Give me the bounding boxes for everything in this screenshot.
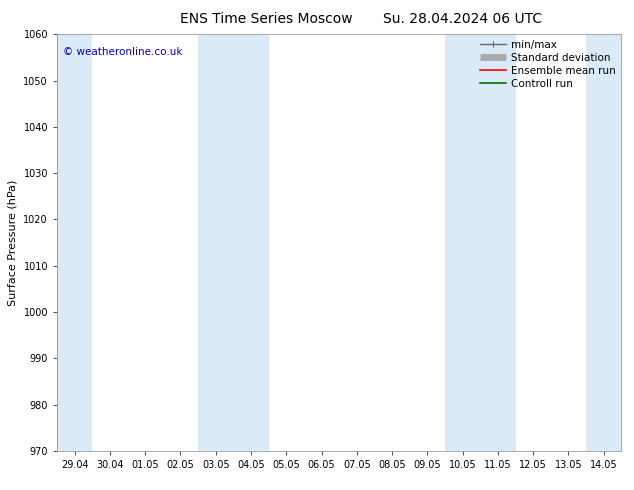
Bar <box>481 34 515 451</box>
Bar <box>57 34 93 451</box>
Text: Su. 28.04.2024 06 UTC: Su. 28.04.2024 06 UTC <box>384 12 542 26</box>
Bar <box>233 34 269 451</box>
Bar <box>586 34 621 451</box>
Text: © weatheronline.co.uk: © weatheronline.co.uk <box>63 47 182 57</box>
Y-axis label: Surface Pressure (hPa): Surface Pressure (hPa) <box>8 179 18 306</box>
Legend: min/max, Standard deviation, Ensemble mean run, Controll run: min/max, Standard deviation, Ensemble me… <box>480 40 616 89</box>
Text: ENS Time Series Moscow: ENS Time Series Moscow <box>180 12 353 26</box>
Bar <box>445 34 481 451</box>
Bar <box>198 34 233 451</box>
